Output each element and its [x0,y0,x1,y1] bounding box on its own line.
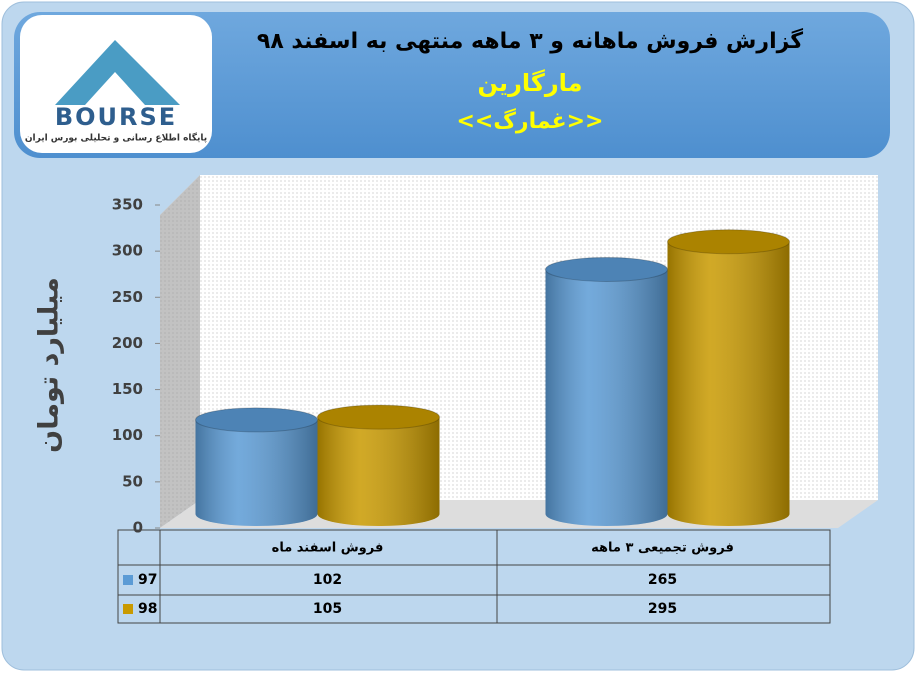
bar-top-shade [195,407,318,432]
bar-top-shade [545,257,668,282]
logo-tagline: پایگاه اطلاع رسانی و تحلیلی بورس ایران [25,132,207,144]
table-value: 295 [648,601,677,617]
logo-box [20,15,212,153]
logo-icon [55,40,180,105]
bar-shading [545,269,668,526]
y-tick-label: 300 [112,242,143,260]
banner [14,12,890,158]
bar-shading [667,241,790,526]
bar-top [667,229,790,255]
chart-subtitle: مارگارین [477,69,582,97]
y-tick-label: 50 [122,472,143,490]
bar-shading [317,417,440,526]
logo-name: BOURSE [55,103,177,131]
table-value: 102 [313,572,342,588]
table-value: 265 [648,572,677,588]
legend-key [123,575,133,585]
y-tick-label: 0 [133,519,143,537]
legend-key [123,604,133,614]
x-tick-label: فروش تجمیعی ۳ ماهه [591,541,734,556]
bar-top [317,404,440,430]
legend-label: 97 [138,572,157,588]
chart-title: گزارش فروش ماهانه و ۳ ماهه منتهی به اسفن… [257,27,803,54]
x-tick-label: فروش اسفند ماه [272,541,384,556]
bar-shading [195,419,318,526]
y-axis-label: میلیارد تومان [34,277,65,453]
y-tick-label: 200 [112,334,143,352]
y-tick-label: 100 [112,426,143,444]
legend-label: 98 [138,601,157,617]
y-tick-label: 250 [112,288,143,306]
y-tick-label: 350 [112,196,143,214]
bar-top-shade [317,405,440,430]
bar-top-shade [667,229,790,254]
y-tick-label: 150 [112,380,143,398]
data-table: فروش اسفند ماه 102 105 فروش تجمیعی ۳ ماهه 26… [117,529,831,624]
table-frame [117,529,831,624]
side-wall [160,175,200,528]
symbol: <<غمارگ>> [457,108,604,134]
table-value: 105 [313,601,342,617]
